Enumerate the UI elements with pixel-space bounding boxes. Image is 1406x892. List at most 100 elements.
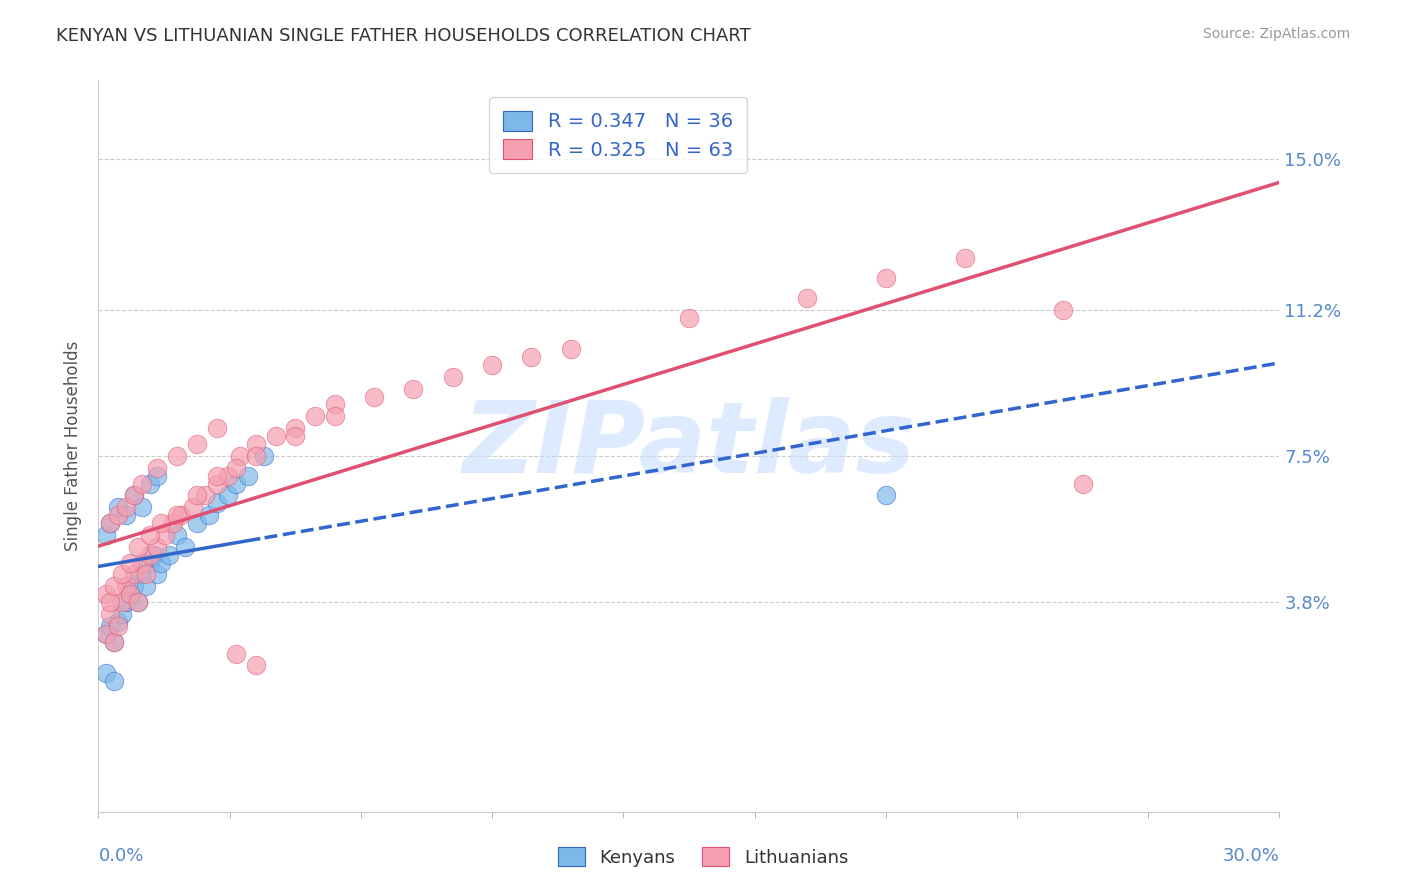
- Point: [560, 342, 582, 356]
- Point: [103, 674, 125, 689]
- Point: [115, 500, 138, 515]
- Point: [127, 595, 149, 609]
- Point: [138, 476, 160, 491]
- Point: [166, 449, 188, 463]
- Point: [135, 579, 157, 593]
- Y-axis label: Single Father Households: Single Father Households: [65, 341, 83, 551]
- Point: [441, 369, 464, 384]
- Point: [323, 397, 346, 411]
- Text: 0.0%: 0.0%: [98, 847, 143, 865]
- Point: [186, 488, 208, 502]
- Point: [146, 460, 169, 475]
- Point: [118, 587, 141, 601]
- Point: [135, 567, 157, 582]
- Point: [875, 271, 897, 285]
- Point: [205, 496, 228, 510]
- Point: [96, 528, 118, 542]
- Point: [103, 579, 125, 593]
- Text: 30.0%: 30.0%: [1223, 847, 1279, 865]
- Point: [146, 468, 169, 483]
- Point: [481, 358, 503, 372]
- Point: [127, 595, 149, 609]
- Point: [146, 567, 169, 582]
- Point: [131, 567, 153, 582]
- Point: [205, 476, 228, 491]
- Point: [225, 476, 247, 491]
- Point: [103, 634, 125, 648]
- Point: [678, 310, 700, 325]
- Point: [236, 468, 259, 483]
- Point: [217, 468, 239, 483]
- Point: [118, 587, 141, 601]
- Legend: Kenyans, Lithuanians: Kenyans, Lithuanians: [551, 840, 855, 874]
- Point: [217, 488, 239, 502]
- Point: [107, 508, 129, 523]
- Point: [363, 390, 385, 404]
- Point: [284, 429, 307, 443]
- Text: Source: ZipAtlas.com: Source: ZipAtlas.com: [1202, 27, 1350, 41]
- Point: [796, 291, 818, 305]
- Point: [131, 556, 153, 570]
- Point: [115, 595, 138, 609]
- Point: [1052, 302, 1074, 317]
- Point: [138, 548, 160, 562]
- Point: [186, 437, 208, 451]
- Point: [107, 615, 129, 629]
- Point: [174, 540, 197, 554]
- Point: [953, 251, 976, 265]
- Point: [122, 488, 145, 502]
- Point: [150, 556, 173, 570]
- Point: [122, 567, 145, 582]
- Legend: R = 0.347   N = 36, R = 0.325   N = 63: R = 0.347 N = 36, R = 0.325 N = 63: [489, 97, 747, 173]
- Point: [229, 449, 252, 463]
- Point: [138, 556, 160, 570]
- Point: [131, 476, 153, 491]
- Point: [284, 421, 307, 435]
- Point: [166, 508, 188, 523]
- Point: [98, 516, 121, 530]
- Point: [155, 528, 177, 542]
- Point: [264, 429, 287, 443]
- Point: [111, 607, 134, 621]
- Point: [122, 488, 145, 502]
- Point: [875, 488, 897, 502]
- Point: [127, 540, 149, 554]
- Point: [115, 579, 138, 593]
- Point: [150, 516, 173, 530]
- Point: [122, 579, 145, 593]
- Point: [304, 409, 326, 424]
- Point: [181, 500, 204, 515]
- Point: [138, 528, 160, 542]
- Point: [98, 607, 121, 621]
- Point: [98, 595, 121, 609]
- Point: [103, 634, 125, 648]
- Point: [98, 619, 121, 633]
- Point: [245, 449, 267, 463]
- Point: [225, 647, 247, 661]
- Point: [162, 516, 184, 530]
- Point: [166, 528, 188, 542]
- Point: [111, 567, 134, 582]
- Point: [402, 382, 425, 396]
- Point: [225, 460, 247, 475]
- Point: [96, 587, 118, 601]
- Point: [111, 595, 134, 609]
- Point: [170, 508, 193, 523]
- Point: [323, 409, 346, 424]
- Point: [96, 627, 118, 641]
- Point: [142, 548, 165, 562]
- Point: [245, 658, 267, 673]
- Point: [205, 468, 228, 483]
- Point: [115, 508, 138, 523]
- Point: [245, 437, 267, 451]
- Point: [96, 666, 118, 681]
- Point: [118, 556, 141, 570]
- Point: [253, 449, 276, 463]
- Point: [107, 619, 129, 633]
- Point: [96, 627, 118, 641]
- Point: [520, 350, 543, 364]
- Point: [146, 540, 169, 554]
- Text: KENYAN VS LITHUANIAN SINGLE FATHER HOUSEHOLDS CORRELATION CHART: KENYAN VS LITHUANIAN SINGLE FATHER HOUSE…: [56, 27, 751, 45]
- Text: ZIPatlas: ZIPatlas: [463, 398, 915, 494]
- Point: [157, 548, 180, 562]
